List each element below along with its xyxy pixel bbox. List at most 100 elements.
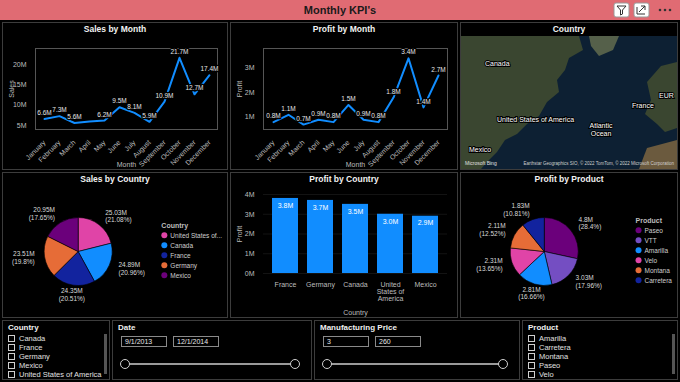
- svg-text:3.5M: 3.5M: [348, 208, 364, 215]
- svg-text:17.4M: 17.4M: [200, 65, 218, 72]
- svg-text:3.03M(17.96%): 3.03M(17.96%): [576, 274, 602, 290]
- svg-text:1.8M: 1.8M: [386, 88, 400, 95]
- svg-text:1.1M: 1.1M: [281, 105, 295, 112]
- svg-text:5.9M: 5.9M: [142, 112, 156, 119]
- svg-text:February: February: [37, 138, 62, 164]
- svg-text:VTT: VTT: [645, 237, 657, 244]
- svg-text:4.8M(28.4%): 4.8M(28.4%): [579, 216, 602, 232]
- svg-text:Mexico: Mexico: [469, 146, 491, 153]
- svg-text:UnitedStates ofAmerica: UnitedStates ofAmerica: [377, 281, 405, 302]
- svg-text:0M: 0M: [245, 270, 255, 277]
- svg-text:May: May: [321, 138, 336, 153]
- svg-text:Germany: Germany: [306, 281, 335, 289]
- svg-text:4M: 4M: [245, 191, 255, 198]
- svg-text:20M: 20M: [13, 61, 27, 68]
- svg-text:24.89M(20.96%): 24.89M(20.96%): [118, 261, 144, 277]
- svg-text:2.81M(16.66%): 2.81M(16.66%): [518, 286, 544, 302]
- svg-text:25.03M(21.08%): 25.03M(21.08%): [105, 209, 131, 225]
- svg-text:0.8M: 0.8M: [326, 112, 340, 119]
- svg-text:March: March: [287, 139, 306, 158]
- svg-text:November: November: [169, 138, 197, 167]
- svg-text:3.4M: 3.4M: [401, 48, 415, 55]
- svg-text:EUR: EUR: [659, 92, 674, 99]
- svg-text:1M: 1M: [245, 250, 255, 257]
- svg-text:February: February: [266, 138, 291, 164]
- svg-text:20.95M(17.65%): 20.95M(17.65%): [29, 206, 55, 222]
- svg-text:Paseo: Paseo: [645, 227, 664, 234]
- svg-text:Canada: Canada: [170, 242, 193, 249]
- svg-text:Mexico: Mexico: [170, 272, 191, 279]
- svg-text:1M: 1M: [245, 113, 255, 120]
- svg-text:7.3M: 7.3M: [52, 106, 66, 113]
- svg-text:December: December: [184, 138, 212, 166]
- svg-text:Earthstar Geographics SIO, © 2: Earthstar Geographics SIO, © 2022 TomTom…: [523, 160, 674, 166]
- svg-text:United States of...: United States of...: [170, 232, 222, 239]
- svg-text:September: September: [366, 138, 396, 168]
- svg-text:Microsoft Bing: Microsoft Bing: [465, 160, 497, 166]
- svg-text:March: March: [58, 139, 77, 158]
- svg-text:Mexico: Mexico: [414, 281, 436, 288]
- svg-text:2M: 2M: [245, 230, 255, 237]
- svg-text:21.7M: 21.7M: [170, 48, 188, 55]
- svg-text:Amarilla: Amarilla: [645, 247, 669, 254]
- svg-text:Month: Month: [117, 161, 137, 168]
- svg-text:France: France: [170, 252, 191, 259]
- svg-text:Carretera: Carretera: [645, 277, 673, 284]
- svg-text:0.8M: 0.8M: [266, 112, 280, 119]
- svg-text:23.51M(19.8%): 23.51M(19.8%): [12, 250, 35, 266]
- svg-text:0.9M: 0.9M: [311, 110, 325, 117]
- svg-text:Canada: Canada: [343, 281, 368, 288]
- svg-text:2.11M(12.52%): 2.11M(12.52%): [479, 222, 505, 238]
- svg-text:France: France: [275, 281, 297, 288]
- svg-text:Sales: Sales: [8, 80, 15, 98]
- svg-text:Canada: Canada: [485, 60, 510, 67]
- svg-text:3M: 3M: [245, 64, 255, 71]
- svg-text:5M: 5M: [17, 122, 27, 129]
- svg-text:0.8M: 0.8M: [371, 112, 385, 119]
- svg-text:2.7M: 2.7M: [431, 66, 445, 73]
- svg-text:2M: 2M: [245, 89, 255, 96]
- svg-text:France: France: [632, 102, 654, 109]
- svg-text:Velo: Velo: [645, 257, 658, 264]
- svg-text:3M: 3M: [245, 210, 255, 217]
- svg-text:December: December: [413, 138, 441, 166]
- svg-text:September: September: [137, 138, 167, 168]
- svg-text:1.4M: 1.4M: [416, 97, 430, 104]
- svg-text:3.7M: 3.7M: [313, 204, 329, 211]
- svg-text:United States of America: United States of America: [497, 116, 574, 123]
- svg-text:24.35M(20.51%): 24.35M(20.51%): [59, 287, 85, 303]
- svg-text:12.7M: 12.7M: [185, 84, 203, 91]
- svg-text:Product: Product: [636, 217, 663, 224]
- svg-text:June: June: [106, 139, 122, 155]
- svg-text:2.31M(13.65%): 2.31M(13.65%): [476, 257, 502, 273]
- svg-text:AtlanticOcean: AtlanticOcean: [590, 122, 613, 137]
- svg-text:October: October: [159, 138, 182, 162]
- svg-text:Montana: Montana: [645, 267, 671, 274]
- svg-text:April: April: [306, 138, 322, 154]
- svg-text:Country: Country: [343, 309, 368, 317]
- svg-text:10.9M: 10.9M: [155, 92, 173, 99]
- svg-text:Profit: Profit: [236, 81, 243, 97]
- svg-text:8.1M: 8.1M: [127, 103, 141, 110]
- svg-text:November: November: [398, 138, 426, 167]
- svg-text:5.6M: 5.6M: [67, 113, 81, 120]
- svg-text:Month: Month: [346, 161, 366, 168]
- svg-text:Germany: Germany: [170, 262, 197, 270]
- svg-text:9.5M: 9.5M: [112, 97, 126, 104]
- svg-text:January: January: [24, 138, 47, 162]
- svg-text:Profit: Profit: [236, 226, 243, 242]
- svg-text:1.83M(10.81%): 1.83M(10.81%): [503, 202, 529, 218]
- svg-text:2.9M: 2.9M: [418, 219, 434, 226]
- svg-text:0.9M: 0.9M: [356, 110, 370, 117]
- svg-text:May: May: [92, 138, 107, 153]
- svg-text:April: April: [77, 138, 93, 154]
- svg-text:3.8M: 3.8M: [278, 202, 294, 209]
- svg-text:3.0M: 3.0M: [383, 217, 399, 224]
- svg-text:0.7M: 0.7M: [296, 115, 310, 122]
- svg-text:June: June: [335, 139, 351, 155]
- svg-text:10M: 10M: [13, 101, 27, 108]
- svg-text:Country: Country: [161, 222, 188, 230]
- svg-text:6.6M: 6.6M: [37, 109, 51, 116]
- svg-text:1.5M: 1.5M: [341, 95, 355, 102]
- svg-text:6.2M: 6.2M: [97, 111, 111, 118]
